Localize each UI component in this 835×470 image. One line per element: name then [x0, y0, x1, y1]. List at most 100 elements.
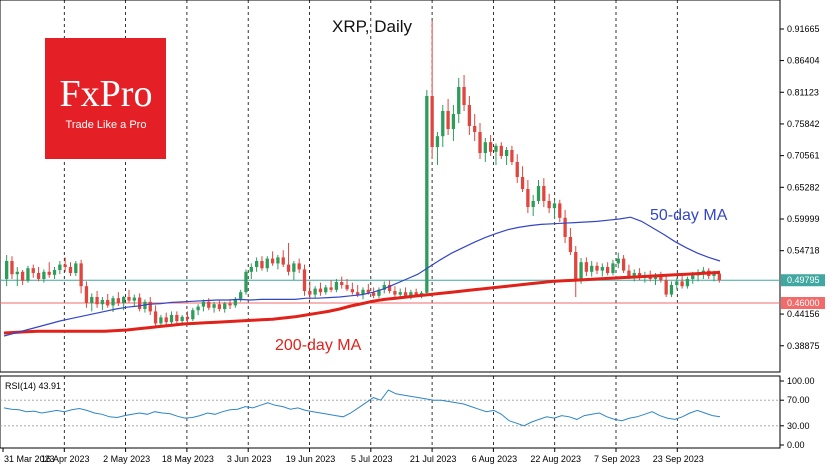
candle-body — [10, 261, 14, 275]
candle-body — [95, 297, 99, 305]
chart-title: XRP, Daily — [332, 17, 412, 36]
candle-body — [63, 264, 67, 267]
candle-body — [249, 267, 253, 272]
candle-body — [563, 217, 567, 237]
candle-body — [175, 315, 179, 321]
candle-body — [611, 263, 615, 273]
candle-body — [212, 304, 216, 308]
candle-body — [68, 267, 73, 273]
candle-body — [345, 285, 349, 290]
price-tags: 0.49795 0.46000 — [781, 274, 825, 309]
candle-body — [122, 297, 126, 303]
x-tick-label: 21 Jul 2023 — [410, 454, 457, 464]
candle-body — [334, 282, 339, 290]
candle-body — [5, 261, 9, 279]
candle-body — [414, 292, 418, 295]
candle-body — [329, 287, 333, 290]
candle-body — [20, 271, 25, 281]
candle-body — [31, 268, 35, 273]
candle-body — [164, 317, 168, 323]
candle-body — [340, 282, 344, 285]
candle-body — [265, 258, 269, 269]
candle-body — [308, 291, 312, 295]
candle-body — [632, 273, 636, 277]
last-price-tag — [781, 274, 825, 287]
x-tick-label: 3 Jun 2023 — [227, 454, 272, 464]
candle-body — [520, 177, 525, 189]
candle-body — [558, 203, 562, 218]
last-price-tag-label: 0.49795 — [787, 275, 820, 285]
logo-name: FxPro — [60, 73, 153, 115]
candle-body — [260, 261, 264, 269]
candle-body — [159, 317, 163, 324]
y-tick-label: 0.91665 — [787, 24, 820, 34]
candle-body — [111, 298, 115, 306]
candle-body — [457, 87, 461, 114]
y-tick-label: 0.54718 — [787, 246, 820, 256]
candle-body — [47, 271, 51, 275]
candle-body — [356, 292, 360, 295]
candle-body — [574, 252, 578, 279]
candle-body — [361, 289, 365, 295]
candle-body — [276, 257, 280, 264]
y-tick-label: 0.44156 — [787, 309, 820, 319]
rsi-axis-ticks: 100.00 70.00 30.00 0.00 — [780, 376, 815, 450]
candle-body — [191, 310, 195, 320]
candle-body — [403, 292, 408, 296]
candle-body — [621, 258, 626, 271]
candle-body — [254, 261, 259, 267]
candle-body — [132, 297, 136, 301]
candle-body — [653, 276, 658, 279]
candle-body — [536, 186, 541, 201]
candle-body — [302, 269, 307, 291]
x-tick-label: 5 Jul 2023 — [351, 454, 393, 464]
candle-body — [664, 280, 668, 295]
candle-body — [398, 292, 402, 295]
candle-body — [148, 301, 152, 312]
candle-body — [52, 270, 57, 275]
x-tick-label: 31 Mar 2023 — [4, 454, 55, 464]
candle-body — [584, 262, 589, 272]
ma50-annotation: 50-day MA — [650, 207, 728, 224]
y-axis-ticks: 0.91665 0.86404 0.81123 0.75842 0.70561 0.652… — [780, 24, 820, 351]
candle-body — [393, 291, 397, 295]
candle-body — [223, 303, 227, 309]
candle-body — [106, 300, 110, 306]
candle-body — [233, 298, 238, 306]
candle-body — [318, 288, 323, 293]
candle-body — [15, 271, 19, 275]
candle-body — [281, 257, 285, 265]
candle-body — [84, 286, 89, 303]
candle-body — [207, 301, 211, 308]
candle-body — [691, 275, 695, 279]
candle-body — [350, 289, 355, 293]
candle-body — [712, 273, 716, 276]
candle-body — [488, 142, 493, 152]
candle-body — [286, 264, 291, 272]
candle-body — [568, 237, 573, 252]
candle-body — [127, 297, 131, 301]
candle-body — [669, 285, 674, 295]
candle-body — [419, 292, 424, 295]
candle-body — [90, 297, 94, 303]
candle-body — [504, 150, 509, 156]
candle-body — [441, 111, 445, 137]
candle-body — [244, 271, 248, 293]
x-tick-label: 6 Aug 2023 — [472, 454, 518, 464]
y-tick-label: 0.86404 — [787, 56, 820, 66]
y-tick-label: 0.75842 — [787, 119, 820, 129]
candle-body — [137, 297, 142, 309]
candle-body — [36, 273, 41, 279]
candle-body — [462, 87, 466, 105]
candle-body — [590, 265, 594, 272]
x-tick-label: 22 Aug 2023 — [530, 454, 581, 464]
candle-body — [685, 279, 690, 287]
candle-body — [201, 301, 206, 307]
ma50-line — [3, 216, 721, 337]
x-tick-label: 2 May 2023 — [103, 454, 150, 464]
x-tick-label: 18 May 2023 — [162, 454, 214, 464]
ma200-line — [3, 270, 721, 335]
candle-body — [510, 150, 514, 162]
